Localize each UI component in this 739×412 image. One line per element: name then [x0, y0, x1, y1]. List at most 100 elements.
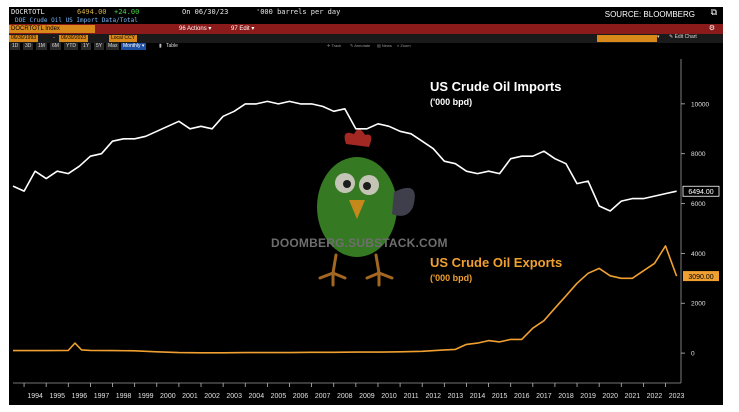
x-tick-label: 1996: [72, 393, 88, 400]
x-tick-label: 2009: [359, 393, 375, 400]
x-tick-label: 2011: [404, 393, 419, 400]
track-icon: ✛: [327, 43, 332, 48]
actions-number: 96: [179, 26, 188, 32]
index-field[interactable]: DOCRTOTL Index: [9, 25, 95, 33]
price-change: +24.00: [114, 8, 140, 16]
settings-gear-icon[interactable]: ⚙: [708, 25, 715, 32]
edit-chart-button[interactable]: ✎ Edit Chart: [669, 35, 697, 40]
annotate-label: Annotate: [354, 43, 371, 48]
x-tick-label: 2010: [381, 393, 397, 400]
y-tick-label: 10000: [691, 101, 709, 108]
exports-line: [13, 245, 678, 354]
x-tick-label: 1997: [94, 393, 110, 400]
actions-label: Actions: [187, 26, 207, 32]
x-tick-label: 2008: [337, 393, 353, 400]
chicken-watermark-icon: [317, 129, 415, 287]
x-tick-label: 2019: [580, 393, 596, 400]
imports-last-value-badge: 6494.00: [682, 185, 720, 197]
news-label: News: [381, 43, 392, 48]
edit-number: 97: [231, 26, 240, 32]
y-tick-label: 0: [691, 351, 695, 358]
dropdown-arrow-icon: ▾: [206, 26, 212, 32]
frequency-dropdown[interactable]: Monthly ▾: [121, 43, 147, 50]
zoom-tool[interactable]: ⌕ Zoom: [397, 44, 411, 48]
dropdown-arrow-icon: ▾: [140, 43, 145, 49]
x-tick-label: 2021: [625, 393, 641, 400]
actions-menu[interactable]: 96 Actions ▾: [179, 26, 211, 32]
exports-last-value-badge: 3090.00: [683, 271, 719, 282]
edit-chart-pencil-icon: ✎: [669, 34, 675, 40]
x-tick-label: 1998: [116, 393, 132, 400]
last-value-label: 3090.00: [688, 274, 713, 281]
last-value-label: 6494.00: [688, 189, 713, 196]
as-of-date: On 06/30/23: [182, 8, 229, 16]
imports-series-label: US Crude Oil Imports: [430, 79, 562, 94]
x-tick-label: 2002: [204, 393, 220, 400]
source-label: SOURCE: BLOOMBERG: [604, 10, 695, 19]
x-axis: 1994 1995 1996 1997 1998 1999 2000 2001 2002 2003…: [13, 382, 685, 400]
description-bar: DOE Crude Oil US Import Data/Total: [9, 18, 723, 24]
series-layer: 6494.00 3090.00: [12, 100, 720, 354]
y-tick-label: 2000: [691, 301, 706, 308]
x-tick-label: 2016: [514, 393, 530, 400]
x-tick-label: 2007: [315, 393, 331, 400]
range-button-1y[interactable]: 1Y: [81, 43, 92, 50]
x-tick-label: 1994: [27, 393, 43, 400]
x-tick-label: 2005: [271, 393, 287, 400]
range-button-1m[interactable]: 1M: [36, 43, 47, 50]
date-separator: -: [53, 35, 55, 41]
dropdown-arrow-icon[interactable]: ▾: [657, 34, 660, 40]
date-toolbar: 06/30/1993 - 06/30/2023 Local CCY ✎ Edit…: [9, 34, 723, 43]
last-value-box: [683, 271, 719, 282]
last-value-box: [682, 185, 720, 197]
chart-type-icon[interactable]: ▮: [159, 43, 162, 49]
title-bar: DOCRTOTL 6494.00 +24.00 On 06/30/23 '000…: [9, 7, 723, 19]
track-tool[interactable]: ✛ Track: [327, 44, 341, 48]
x-tick-label: 2022: [647, 393, 663, 400]
x-tick-label: 2020: [602, 393, 618, 400]
dropdown-arrow-icon: ▾: [249, 26, 255, 32]
x-tick-label: 2023: [669, 393, 685, 400]
bloomberg-chart-window: DOCRTOTL 6494.00 +24.00 On 06/30/23 '000…: [9, 7, 723, 405]
last-value: 6494.00: [77, 8, 107, 16]
annotate-tool[interactable]: ✎ Annotate: [350, 44, 370, 48]
compare-field[interactable]: [597, 35, 657, 42]
edit-menu[interactable]: 97 Edit ▾: [231, 26, 254, 32]
end-date-field[interactable]: 06/30/2023: [59, 35, 89, 42]
y-tick-label: 6000: [691, 201, 706, 208]
units-label: '000 barrels per day: [256, 8, 341, 16]
range-button-ytd[interactable]: YTD: [64, 43, 78, 50]
start-date-field[interactable]: 06/30/1993: [9, 35, 39, 42]
x-tick-label: 2001: [182, 393, 198, 400]
range-button-3d[interactable]: 3D: [23, 43, 34, 50]
zoom-icon: ⌕: [397, 43, 401, 48]
watermark-text: DOOMBERG.SUBSTACK.COM: [271, 236, 448, 250]
range-button-6m[interactable]: 6M: [50, 43, 61, 50]
y-axis: 0 2000 4000 6000 8000 10000: [680, 59, 709, 383]
news-icon: ▤: [377, 43, 382, 48]
x-tick-label: 1995: [49, 393, 65, 400]
y-tick-label: 4000: [691, 251, 706, 258]
exports-series-label: US Crude Oil Exports: [430, 255, 563, 270]
x-tick-label: 2000: [160, 393, 176, 400]
popout-icon[interactable]: ⧉: [710, 7, 717, 17]
x-tick-label: 2006: [293, 393, 309, 400]
news-tool[interactable]: ▤ News: [377, 44, 392, 48]
x-tick-label: 1999: [138, 393, 154, 400]
range-button-1d[interactable]: 1D: [10, 43, 21, 50]
zoom-label: Zoom: [400, 43, 411, 48]
range-button-5y[interactable]: 5Y: [94, 43, 105, 50]
annotate-icon: ✎: [350, 43, 355, 48]
imports-unit-label: ('000 bpd): [430, 97, 473, 107]
frequency-label: Monthly: [123, 43, 141, 49]
x-tick-label: 2015: [492, 393, 508, 400]
exports-unit-label: ('000 bpd): [430, 273, 473, 283]
x-tick-label: 2013: [448, 393, 464, 400]
range-toolbar: 1D 3D 1M 6M YTD 1Y 5Y Max Monthly ▾ ▮ Ta…: [9, 43, 723, 50]
x-tick-label: 2003: [226, 393, 242, 400]
table-button[interactable]: Table: [166, 43, 178, 49]
y-tick-label: 8000: [691, 151, 706, 158]
range-button-max[interactable]: Max: [106, 43, 120, 50]
currency-field[interactable]: Local CCY: [109, 35, 137, 42]
